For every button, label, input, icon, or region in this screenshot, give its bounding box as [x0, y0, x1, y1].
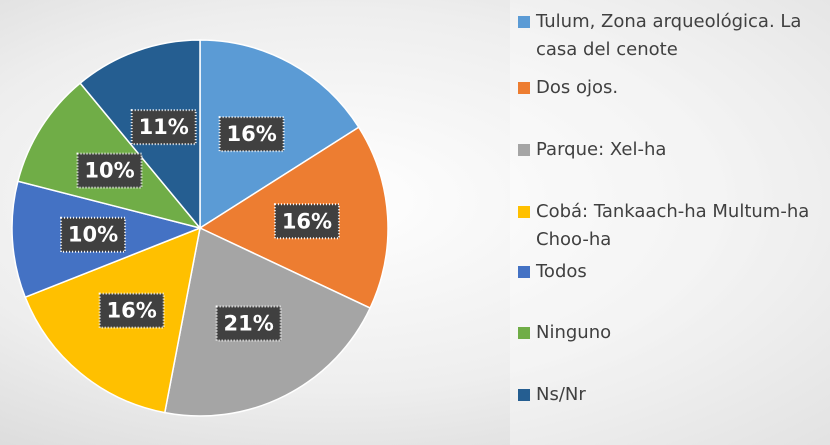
legend-swatch	[518, 82, 530, 94]
data-label: 10%	[68, 223, 118, 247]
legend-swatch	[518, 266, 530, 278]
legend-item: Cobá: Tankaach-ha Multum-ha Choo-ha	[518, 198, 830, 254]
legend-item: Dos ojos.	[518, 74, 830, 102]
data-label: 16%	[282, 209, 332, 233]
label-box	[218, 116, 285, 153]
legend-swatch	[518, 16, 530, 28]
data-label: 21%	[224, 311, 274, 335]
data-label: 11%	[139, 115, 189, 139]
legend: Tulum, Zona arqueológica. La casa del ce…	[510, 0, 830, 445]
legend-label: Cobá: Tankaach-ha Multum-ha Choo-ha	[536, 201, 810, 250]
legend-item: Ns/Nr	[518, 381, 830, 409]
data-label: 10%	[84, 159, 134, 183]
legend-swatch	[518, 206, 530, 218]
legend-item: Tulum, Zona arqueológica. La casa del ce…	[518, 8, 830, 64]
legend-swatch	[518, 144, 530, 156]
label-box	[130, 109, 197, 146]
legend-label: Dos ojos.	[536, 77, 619, 98]
label-box	[273, 203, 340, 240]
pie-area: 16%16%21%16%10%10%11%	[11, 39, 389, 417]
legend-label: Tulum, Zona arqueológica. La casa del ce…	[536, 11, 802, 60]
legend-item: Parque: Xel-ha	[518, 136, 830, 164]
legend-swatch	[518, 389, 530, 401]
legend-item: Ninguno	[518, 319, 830, 347]
label-box	[60, 216, 127, 253]
data-label: 16%	[107, 299, 157, 323]
legend-label: Parque: Xel-ha	[536, 139, 667, 160]
legend-label: Todos	[536, 261, 587, 282]
label-box	[76, 152, 143, 189]
legend-item: Todos	[518, 258, 830, 286]
data-label: 16%	[226, 122, 276, 146]
legend-label: Ninguno	[536, 322, 612, 343]
label-box	[215, 305, 282, 342]
legend-label: Ns/Nr	[536, 384, 586, 405]
legend-swatch	[518, 327, 530, 339]
label-box	[98, 292, 165, 329]
